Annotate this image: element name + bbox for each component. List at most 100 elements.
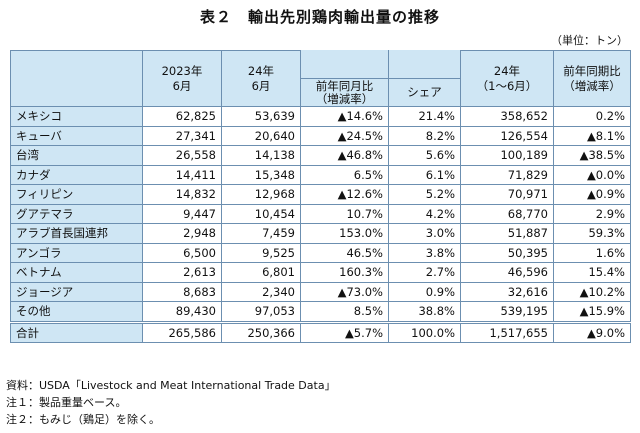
cell-2023-jun: 265,586 (142, 320, 222, 343)
row-label: フィリピン (10, 184, 143, 205)
cell-2023-jun: 62,825 (142, 106, 222, 127)
cell-2024-jun: 9,525 (221, 242, 301, 263)
cell-share: 38.8% (388, 301, 461, 323)
cell-2024-jun: 6,801 (221, 262, 301, 283)
row-label: ジョージア (10, 281, 143, 302)
cell-ytd: 32,616 (460, 281, 554, 302)
cell-ytd: 51,887 (460, 223, 554, 244)
cell-ytd: 1,517,655 (460, 320, 554, 343)
cell-ytd: 100,189 (460, 145, 554, 166)
header-ytd-yoy: 前年同期比 （増減率） (553, 50, 631, 107)
cell-2024-jun: 10,454 (221, 203, 301, 224)
cell-yoy: ▲12.6% (300, 184, 389, 205)
cell-2024-jun: 7,459 (221, 223, 301, 244)
cell-2023-jun: 14,411 (142, 164, 222, 185)
cell-ytd-yoy: 0.2% (553, 106, 631, 127)
table-row: グアテマラ 9,447 10,454 10.7% 4.2% 68,770 2.9% (10, 203, 631, 224)
row-label: 合計 (10, 320, 143, 343)
cell-2023-jun: 6,500 (142, 242, 222, 263)
note-source: 資料：USDA「Livestock and Meat International… (6, 379, 336, 392)
cell-share: 100.0% (388, 320, 461, 343)
cell-2024-jun: 20,640 (221, 125, 301, 146)
cell-share: 5.6% (388, 145, 461, 166)
cell-2024-jun: 97,053 (221, 301, 301, 323)
cell-yoy: 6.5% (300, 164, 389, 185)
table-row: アンゴラ 6,500 9,525 46.5% 3.8% 50,395 1.6% (10, 242, 631, 263)
cell-ytd-yoy: ▲8.1% (553, 125, 631, 146)
cell-ytd-yoy: 1.6% (553, 242, 631, 263)
cell-share: 21.4% (388, 106, 461, 127)
table-row: ジョージア 8,683 2,340 ▲73.0% 0.9% 32,616 ▲10.2% (10, 281, 631, 302)
cell-ytd: 50,395 (460, 242, 554, 263)
header-share: シェア (388, 78, 461, 107)
cell-share: 8.2% (388, 125, 461, 146)
cell-ytd-yoy: 15.4% (553, 262, 631, 283)
table-row: フィリピン 14,832 12,968 ▲12.6% 5.2% 70,971 ▲0.9% (10, 184, 631, 205)
cell-yoy: ▲14.6% (300, 106, 389, 127)
row-label: メキシコ (10, 106, 143, 127)
row-label: アンゴラ (10, 242, 143, 263)
note-1: 注１：製品重量ベース。 (6, 396, 127, 409)
cell-share: 0.9% (388, 281, 461, 302)
table-row: アラブ首長国連邦 2,948 7,459 153.0% 3.0% 51,887 59.3% (10, 223, 631, 244)
cell-ytd-yoy: ▲15.9% (553, 301, 631, 323)
cell-share: 3.8% (388, 242, 461, 263)
cell-ytd: 68,770 (460, 203, 554, 224)
table-row: キューバ 27,341 20,640 ▲24.5% 8.2% 126,554 ▲8.1% (10, 125, 631, 146)
export-table: 2023年 6月 24年 6月 24年 （1～6月） 前年同期比 （増減率） 前… (10, 50, 631, 343)
table-row: 合計 265,586 250,366 ▲5.7% 100.0% 1,517,655 ▲9.0… (10, 320, 631, 343)
row-label: グアテマラ (10, 203, 143, 224)
cell-ytd-yoy: 2.9% (553, 203, 631, 224)
header-blank (10, 50, 143, 107)
cell-2024-jun: 2,340 (221, 281, 301, 302)
header-2023-jun: 2023年 6月 (142, 50, 222, 107)
table-row: 台湾 26,558 14,138 ▲46.8% 5.6% 100,189 ▲38.5% (10, 145, 631, 166)
row-label: 台湾 (10, 145, 143, 166)
cell-2023-jun: 2,948 (142, 223, 222, 244)
cell-share: 6.1% (388, 164, 461, 185)
table-row: メキシコ 62,825 53,639 ▲14.6% 21.4% 358,652 0.2% (10, 106, 631, 127)
cell-share: 2.7% (388, 262, 461, 283)
cell-ytd-yoy: ▲0.9% (553, 184, 631, 205)
cell-2023-jun: 8,683 (142, 281, 222, 302)
cell-yoy: 153.0% (300, 223, 389, 244)
row-label: キューバ (10, 125, 143, 146)
note-2: 注２：もみじ（鶏足）を除く。 (6, 413, 160, 426)
row-label: カナダ (10, 164, 143, 185)
header-ytd: 24年 （1～6月） (460, 50, 554, 107)
cell-share: 3.0% (388, 223, 461, 244)
cell-2024-jun: 250,366 (221, 320, 301, 343)
cell-2023-jun: 26,558 (142, 145, 222, 166)
header-yoy-label: 前年同月比 （増減率） (300, 78, 389, 107)
cell-share: 4.2% (388, 203, 461, 224)
cell-yoy: ▲5.7% (300, 320, 389, 343)
cell-ytd: 71,829 (460, 164, 554, 185)
table-row: その他 89,430 97,053 8.5% 38.8% 539,195 ▲15.9% (10, 301, 631, 323)
row-label: アラブ首長国連邦 (10, 223, 143, 244)
cell-share: 5.2% (388, 184, 461, 205)
header-share-top (388, 50, 461, 79)
cell-2024-jun: 12,968 (221, 184, 301, 205)
cell-yoy: ▲73.0% (300, 281, 389, 302)
cell-yoy: 160.3% (300, 262, 389, 283)
cell-yoy: 8.5% (300, 301, 389, 323)
cell-ytd-yoy: 59.3% (553, 223, 631, 244)
header-yoy (300, 50, 389, 79)
header-2024-jun: 24年 6月 (221, 50, 301, 107)
cell-2023-jun: 14,832 (142, 184, 222, 205)
row-label: その他 (10, 301, 143, 323)
cell-yoy: 46.5% (300, 242, 389, 263)
cell-yoy: ▲24.5% (300, 125, 389, 146)
cell-2023-jun: 27,341 (142, 125, 222, 146)
cell-yoy: ▲46.8% (300, 145, 389, 166)
table-title: 表２ 輸出先別鶏肉輸出量の推移 (199, 8, 440, 26)
table-row: カナダ 14,411 15,348 6.5% 6.1% 71,829 ▲0.0% (10, 164, 631, 185)
footnotes: 資料：USDA「Livestock and Meat International… (6, 377, 336, 428)
cell-2024-jun: 53,639 (221, 106, 301, 127)
table-row: ベトナム 2,613 6,801 160.3% 2.7% 46,596 15.4% (10, 262, 631, 283)
row-label: ベトナム (10, 262, 143, 283)
cell-ytd: 46,596 (460, 262, 554, 283)
cell-ytd-yoy: ▲0.0% (553, 164, 631, 185)
unit-label: （単位：トン） (551, 34, 628, 47)
cell-ytd: 126,554 (460, 125, 554, 146)
